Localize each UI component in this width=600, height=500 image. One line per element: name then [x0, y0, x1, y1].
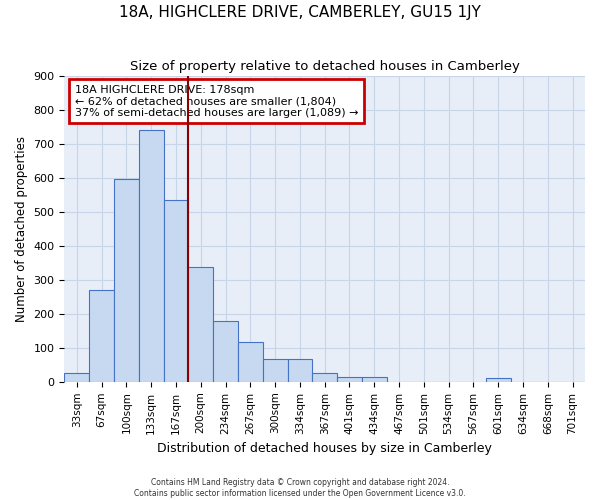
Y-axis label: Number of detached properties: Number of detached properties: [15, 136, 28, 322]
Bar: [188, 267, 213, 382]
X-axis label: Distribution of detached houses by size in Camberley: Distribution of detached houses by size …: [157, 442, 492, 455]
Bar: [238, 342, 263, 382]
Bar: [486, 378, 511, 382]
Text: 18A HIGHCLERE DRIVE: 178sqm
← 62% of detached houses are smaller (1,804)
37% of : 18A HIGHCLERE DRIVE: 178sqm ← 62% of det…: [75, 84, 358, 118]
Bar: [337, 378, 362, 382]
Title: Size of property relative to detached houses in Camberley: Size of property relative to detached ho…: [130, 60, 520, 73]
Text: Contains HM Land Registry data © Crown copyright and database right 2024.
Contai: Contains HM Land Registry data © Crown c…: [134, 478, 466, 498]
Bar: [139, 130, 164, 382]
Bar: [287, 358, 313, 382]
Text: 18A, HIGHCLERE DRIVE, CAMBERLEY, GU15 1JY: 18A, HIGHCLERE DRIVE, CAMBERLEY, GU15 1J…: [119, 5, 481, 20]
Bar: [164, 200, 188, 382]
Bar: [263, 358, 287, 382]
Bar: [64, 372, 89, 382]
Bar: [213, 321, 238, 382]
Bar: [89, 290, 114, 382]
Bar: [313, 374, 337, 382]
Bar: [362, 378, 386, 382]
Bar: [114, 180, 139, 382]
